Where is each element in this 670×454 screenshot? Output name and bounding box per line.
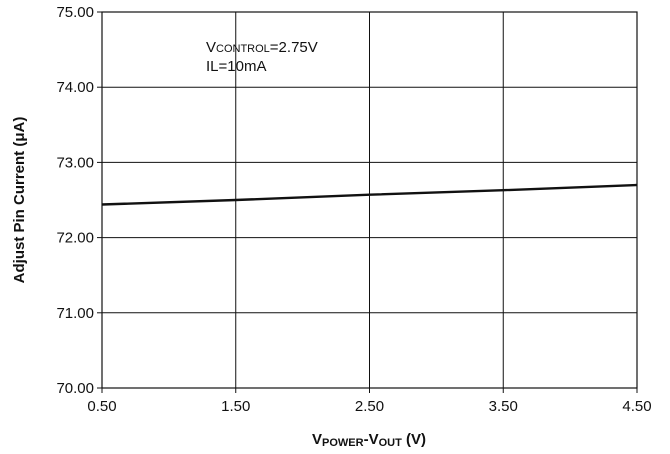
annotation-small: CONTROL [216, 43, 270, 55]
x-tick-label: 2.50 [355, 398, 384, 415]
y-axis-title: Adjust Pin Current (μA) [11, 117, 28, 284]
y-tick-label: 72.00 [56, 230, 94, 247]
x-axis-title-sep: -V [364, 431, 379, 448]
x-tick-label: 0.50 [87, 398, 116, 415]
annotation-prefix: V [206, 39, 216, 56]
x-axis-ticks: 0.50 1.50 2.50 3.50 4.50 [87, 388, 652, 415]
y-tick-label: 73.00 [56, 154, 94, 171]
x-axis-title-v1: V [312, 431, 322, 448]
series-layer [101, 183, 638, 206]
series-line [101, 183, 638, 206]
y-axis-ticks: 70.00 71.00 72.00 73.00 74.00 75.00 [56, 4, 102, 397]
y-tick-label: 70.00 [56, 380, 94, 397]
annotation-line: IL=10mA [206, 58, 266, 75]
x-axis-title-sub1: POWER [322, 437, 364, 449]
annotation-suffix: =2.75V [270, 39, 318, 56]
x-tick-label: 1.50 [221, 398, 250, 415]
x-axis-title-unit: (V) [402, 431, 426, 448]
annotation-line: VCONTROL=2.75V [206, 39, 318, 56]
y-tick-label: 75.00 [56, 4, 94, 21]
annotation-prefix: IL=10mA [206, 58, 266, 75]
grid [102, 12, 637, 388]
x-axis-title-sub2: OUT [379, 437, 403, 449]
x-axis-title: VPOWER-VOUT (V) [312, 431, 426, 449]
x-tick-label: 3.50 [489, 398, 518, 415]
x-tick-label: 4.50 [622, 398, 651, 415]
y-tick-label: 74.00 [56, 79, 94, 96]
y-tick-label: 71.00 [56, 305, 94, 322]
